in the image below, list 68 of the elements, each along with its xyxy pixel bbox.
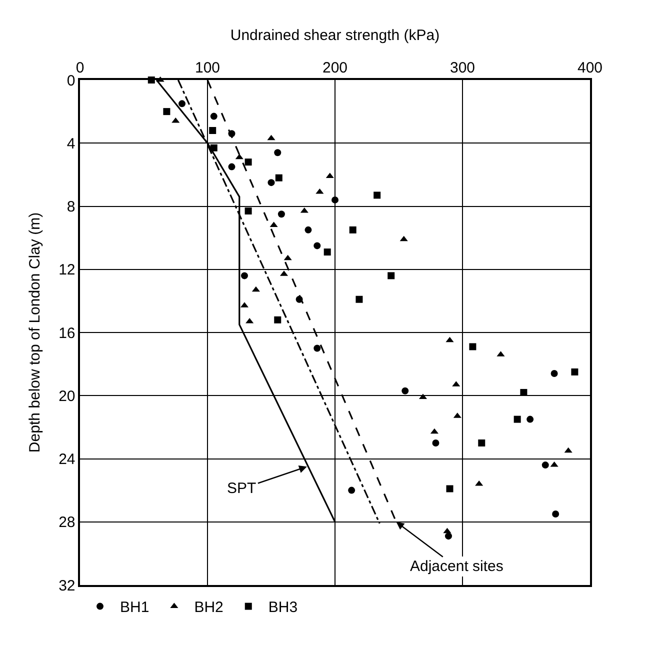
point: [349, 226, 356, 234]
point: [240, 272, 248, 280]
y-tick-label: 24: [58, 451, 76, 468]
point: [314, 242, 321, 250]
point: [564, 447, 572, 453]
point: [469, 343, 476, 350]
point: [267, 134, 276, 140]
point: [348, 486, 356, 494]
point: [252, 286, 260, 292]
point: [520, 388, 528, 396]
point: [571, 368, 578, 376]
point: [332, 196, 338, 204]
y-tick-label: 16: [58, 324, 76, 342]
point: [542, 462, 549, 469]
point: [388, 272, 395, 280]
x-axis-title: Undrained shear strength (kPa): [230, 27, 440, 44]
point: [284, 254, 292, 260]
point: [430, 428, 438, 434]
y-tick-label: 12: [58, 262, 76, 279]
point: [274, 316, 282, 324]
y-tick-label: 28: [58, 514, 76, 532]
legend-label: BH1: [120, 599, 150, 616]
point: [275, 174, 282, 182]
point: [444, 532, 452, 540]
point: [526, 416, 534, 423]
point: [178, 100, 186, 108]
point: [268, 179, 275, 186]
point: [356, 296, 363, 303]
point: [400, 236, 408, 242]
y-tick-label: 20: [58, 388, 76, 405]
legend-label: BH3: [268, 599, 298, 616]
point: [278, 210, 285, 218]
point: [244, 207, 252, 214]
annotation: SPT: [227, 480, 256, 497]
point: [244, 158, 252, 166]
point: [514, 416, 521, 423]
point: [443, 528, 452, 534]
x-tick-label: 400: [577, 59, 603, 76]
point: [326, 172, 334, 178]
point: [235, 154, 244, 160]
point: [300, 207, 308, 213]
legend-label: BH2: [194, 599, 224, 616]
y-tick-label: 32: [58, 577, 76, 594]
y-tick-label: 8: [66, 198, 76, 216]
y-axis-title: Depth below top of London Clay (m): [26, 212, 44, 453]
x-tick-label: 300: [450, 59, 476, 76]
point: [246, 318, 254, 324]
point: [324, 248, 331, 256]
point: [446, 485, 454, 492]
x-tick-label: 100: [194, 59, 220, 76]
point: [314, 344, 321, 352]
point: [446, 336, 454, 342]
point: [210, 112, 218, 120]
point: [402, 387, 409, 394]
annotation: Adjacent sites: [410, 558, 504, 575]
y-tick-label: 4: [66, 135, 76, 152]
point: [478, 439, 486, 446]
point: [209, 127, 216, 134]
point: [274, 149, 282, 156]
x-tick-label: 200: [322, 59, 348, 76]
point: [550, 370, 558, 378]
y-tick-label: 0: [66, 72, 76, 90]
point: [374, 192, 381, 199]
point: [432, 439, 440, 446]
point: [228, 163, 236, 170]
point: [163, 108, 170, 116]
point: [552, 510, 560, 518]
point: [304, 226, 312, 234]
